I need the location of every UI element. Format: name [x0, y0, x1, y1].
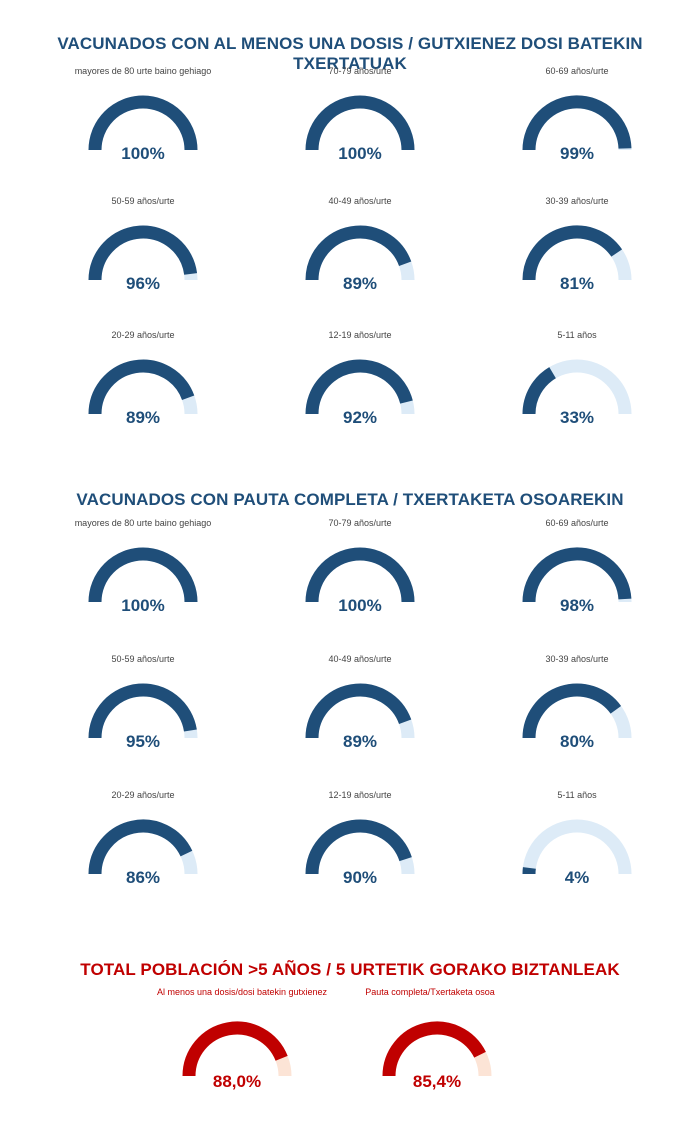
gauge-category-label: 60-69 años/urte — [492, 66, 662, 76]
gauge-value-label: 100% — [275, 596, 445, 616]
gauge-value-label: 86% — [58, 868, 228, 888]
gauge-block2-5: 40-49 años/urte 89% — [275, 654, 445, 784]
gauge-value-label: 99% — [492, 144, 662, 164]
gauge-value-label: 80% — [492, 732, 662, 752]
gauge-block2-1: mayores de 80 urte baino gehiago 100% — [58, 518, 228, 648]
gauge-arc-fill — [529, 102, 625, 150]
gauge-block1-4: 50-59 años/urte 96% — [58, 196, 228, 326]
gauge-arc-fill — [312, 102, 408, 150]
gauge-category-label: 40-49 años/urte — [275, 654, 445, 664]
gauge-value-label: 100% — [58, 144, 228, 164]
gauge-block1-1: mayores de 80 urte baino gehiago 100% — [58, 66, 228, 196]
gauge-value-label: 4% — [492, 868, 662, 888]
gauge-arc-fill — [529, 554, 625, 602]
gauge-arc-fill — [95, 554, 191, 602]
gauge-arc-fill — [312, 554, 408, 602]
gauge-value-label: 92% — [275, 408, 445, 428]
gauge-block1-7: 20-29 años/urte 89% — [58, 330, 228, 460]
gauge-value-label: 33% — [492, 408, 662, 428]
gauge-block2-4: 50-59 años/urte 95% — [58, 654, 228, 784]
gauge-value-label: 96% — [58, 274, 228, 294]
total-gauge-2: 85,4% — [352, 996, 522, 1126]
gauge-category-label: 30-39 años/urte — [492, 196, 662, 206]
gauge-arc-fill — [529, 232, 617, 280]
gauge-arc-fill — [95, 690, 190, 738]
total-gauge-arc-fill — [189, 1028, 282, 1076]
gauge-arc-fill — [312, 232, 405, 280]
gauge-block1-6: 30-39 años/urte 81% — [492, 196, 662, 326]
gauge-value-label: 100% — [275, 144, 445, 164]
gauge-category-label: 70-79 años/urte — [275, 518, 445, 528]
gauge-category-label: mayores de 80 urte baino gehiago — [58, 518, 228, 528]
gauge-value-label: 98% — [492, 596, 662, 616]
gauge-block1-3: 60-69 años/urte 99% — [492, 66, 662, 196]
gauge-category-label: 12-19 años/urte — [275, 330, 445, 340]
gauge-category-label: 50-59 años/urte — [58, 196, 228, 206]
gauge-value-label: 100% — [58, 596, 228, 616]
gauge-arc-fill — [95, 366, 188, 414]
gauge-arc-fill — [95, 102, 191, 150]
gauge-block1-9: 5-11 años 33% — [492, 330, 662, 460]
total-value-label: 88,0% — [152, 1072, 322, 1092]
gauge-arc-fill — [312, 366, 406, 414]
gauge-value-label: 89% — [58, 408, 228, 428]
section-title-2: VACUNADOS CON PAUTA COMPLETA / TXERTAKET… — [0, 490, 700, 510]
gauge-category-label: 20-29 años/urte — [58, 790, 228, 800]
gauge-block1-2: 70-79 años/urte 100% — [275, 66, 445, 196]
gauge-block2-2: 70-79 años/urte 100% — [275, 518, 445, 648]
section-title-3: TOTAL POBLACIÓN >5 AÑOS / 5 URTETIK GORA… — [0, 960, 700, 980]
gauge-category-label: 40-49 años/urte — [275, 196, 445, 206]
gauge-block2-9: 5-11 años 4% — [492, 790, 662, 920]
gauge-category-label: 12-19 años/urte — [275, 790, 445, 800]
gauge-category-label: 30-39 años/urte — [492, 654, 662, 664]
gauge-category-label: 70-79 años/urte — [275, 66, 445, 76]
gauge-block1-5: 40-49 años/urte 89% — [275, 196, 445, 326]
gauge-value-label: 90% — [275, 868, 445, 888]
gauge-arc-fill — [312, 690, 405, 738]
gauge-value-label: 81% — [492, 274, 662, 294]
gauge-category-label: 5-11 años — [492, 790, 662, 800]
gauge-category-label: 50-59 años/urte — [58, 654, 228, 664]
gauge-arc-track — [529, 826, 625, 874]
total-gauge-arc-fill — [389, 1028, 480, 1076]
gauge-block2-3: 60-69 años/urte 98% — [492, 518, 662, 648]
gauge-category-label: 60-69 años/urte — [492, 518, 662, 528]
gauge-value-label: 89% — [275, 732, 445, 752]
total-gauge-1: 88,0% — [152, 996, 322, 1126]
gauge-value-label: 89% — [275, 274, 445, 294]
gauge-arc-fill — [529, 690, 616, 738]
gauge-category-label: 20-29 años/urte — [58, 330, 228, 340]
gauge-block2-8: 12-19 años/urte 90% — [275, 790, 445, 920]
gauge-arc-fill — [312, 826, 406, 874]
gauge-category-label: mayores de 80 urte baino gehiago — [58, 66, 228, 76]
gauge-block2-7: 20-29 años/urte 86% — [58, 790, 228, 920]
total-value-label: 85,4% — [352, 1072, 522, 1092]
gauge-category-label: 5-11 años — [492, 330, 662, 340]
gauge-arc-fill — [95, 826, 186, 874]
gauge-value-label: 95% — [58, 732, 228, 752]
gauge-arc-fill — [95, 232, 191, 280]
gauge-block2-6: 30-39 años/urte 80% — [492, 654, 662, 784]
gauge-block1-8: 12-19 años/urte 92% — [275, 330, 445, 460]
